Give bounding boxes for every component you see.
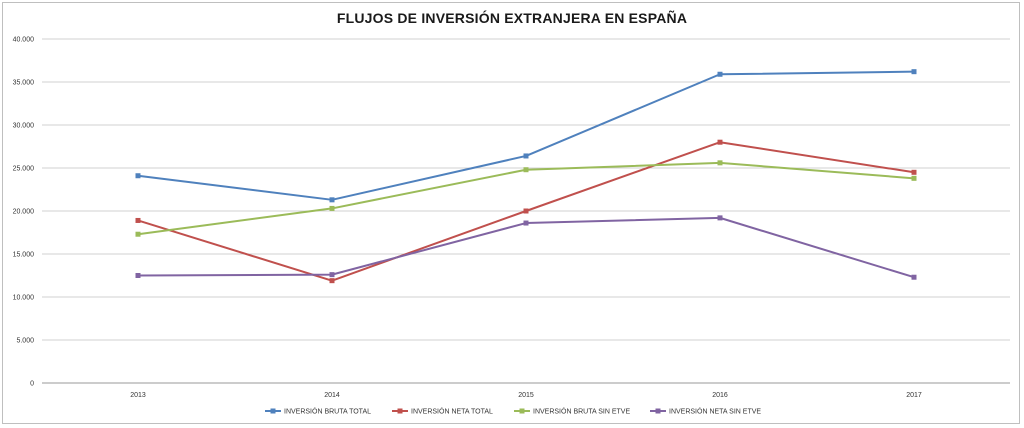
data-point-marker bbox=[135, 273, 141, 278]
data-point-marker bbox=[329, 278, 335, 284]
data-point-marker bbox=[135, 217, 141, 223]
x-tick-label: 2016 bbox=[712, 392, 728, 399]
y-tick-label: 5.000 bbox=[16, 338, 34, 345]
y-tick-label: 15.000 bbox=[13, 252, 35, 259]
y-tick-label: 10.000 bbox=[13, 295, 35, 302]
data-point-marker bbox=[329, 272, 335, 278]
data-point-marker bbox=[523, 153, 529, 159]
series-line-4 bbox=[137, 216, 915, 279]
legend-marker bbox=[397, 408, 403, 414]
chart-title: FLUJOS DE INVERSIÓN EXTRANJERA EN ESPAÑA bbox=[336, 10, 688, 26]
legend-label: INVERSIÓN BRUTA TOTAL bbox=[284, 407, 371, 416]
data-point-marker bbox=[911, 274, 917, 280]
series-line-1 bbox=[137, 70, 915, 201]
data-point-marker bbox=[523, 208, 529, 214]
legend-label: INVERSIÓN NETA TOTAL bbox=[411, 407, 493, 416]
x-tick-label: 2014 bbox=[324, 392, 340, 399]
data-point-marker bbox=[717, 71, 723, 77]
legend-marker bbox=[270, 408, 276, 414]
data-point-marker bbox=[717, 139, 723, 145]
data-point-marker bbox=[911, 69, 917, 75]
y-tick-label: 0 bbox=[30, 381, 34, 388]
data-point-marker bbox=[329, 205, 335, 211]
data-point-marker bbox=[911, 175, 917, 181]
x-tick-label: 2015 bbox=[518, 392, 534, 399]
data-point-marker bbox=[717, 160, 723, 166]
data-point-marker bbox=[135, 173, 141, 179]
data-point-marker bbox=[523, 167, 529, 173]
data-point-marker bbox=[135, 231, 141, 237]
data-point-marker bbox=[717, 215, 723, 221]
y-tick-label: 20.000 bbox=[13, 209, 35, 216]
legend-marker bbox=[519, 408, 525, 414]
data-point-marker bbox=[523, 220, 529, 226]
data-point-marker bbox=[911, 169, 917, 175]
y-tick-label: 35.000 bbox=[13, 80, 35, 87]
y-tick-label: 30.000 bbox=[13, 123, 35, 130]
x-tick-label: 2013 bbox=[130, 392, 146, 399]
data-point-marker bbox=[329, 197, 335, 203]
y-tick-label: 25.000 bbox=[13, 166, 35, 173]
y-tick-label: 40.000 bbox=[13, 37, 35, 44]
x-tick-label: 2017 bbox=[906, 392, 922, 399]
legend-label: INVERSIÓN BRUTA SIN ETVE bbox=[533, 407, 630, 416]
legend-label: INVERSIÓN NETA SIN ETVE bbox=[669, 407, 761, 416]
legend-marker bbox=[655, 408, 661, 414]
